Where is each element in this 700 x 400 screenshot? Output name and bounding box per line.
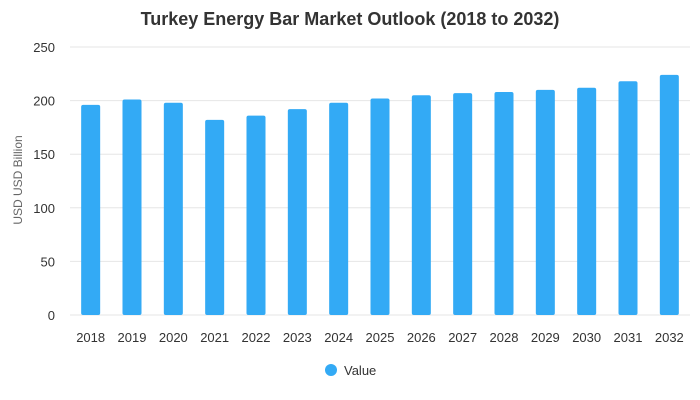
bar-2023[interactable] [287, 109, 307, 316]
y-tick-label: 200 [33, 94, 55, 109]
bar-2024[interactable] [329, 102, 349, 315]
x-tick-label: 2028 [490, 330, 519, 345]
bar-2025[interactable] [370, 98, 390, 316]
x-axis-ticks: 2018 2019 2020 2021 2022 2023 2024 2025 2026 2027… [76, 330, 684, 345]
legend-swatch-value [325, 364, 337, 376]
x-tick-label: 2032 [655, 330, 684, 345]
x-tick-label: 2031 [614, 330, 643, 345]
x-tick-label: 2027 [448, 330, 477, 345]
x-tick-label: 2026 [407, 330, 436, 345]
bar-2018[interactable] [81, 104, 101, 315]
bar-2028[interactable] [494, 92, 514, 315]
bar-2031[interactable] [618, 81, 638, 315]
x-tick-label: 2024 [324, 330, 353, 345]
x-tick-label: 2023 [283, 330, 312, 345]
y-tick-label: 250 [33, 40, 55, 55]
bar-2021[interactable] [205, 119, 225, 316]
y-tick-label: 100 [33, 201, 55, 216]
bar-2020[interactable] [163, 102, 183, 315]
y-axis-label: USD USD Billion [11, 135, 25, 224]
bar-2027[interactable] [453, 93, 473, 315]
x-tick-label: 2030 [572, 330, 601, 345]
x-tick-label: 2019 [118, 330, 147, 345]
bars [81, 74, 679, 316]
x-tick-label: 2021 [200, 330, 229, 345]
bar-2019[interactable] [122, 99, 142, 315]
x-tick-label: 2022 [242, 330, 271, 345]
x-tick-label: 2020 [159, 330, 188, 345]
y-tick-label: 50 [41, 254, 55, 269]
y-tick-label: 0 [48, 308, 55, 323]
legend: Value [325, 363, 376, 378]
bar-2030[interactable] [577, 87, 597, 316]
bar-2032[interactable] [659, 74, 679, 315]
legend-label-value: Value [344, 363, 376, 378]
y-axis-ticks: 0 50 100 150 200 250 [33, 40, 55, 323]
bar-2026[interactable] [411, 95, 431, 316]
chart-title: Turkey Energy Bar Market Outlook (2018 t… [141, 9, 560, 29]
bar-2022[interactable] [246, 115, 266, 315]
y-tick-label: 150 [33, 147, 55, 162]
x-tick-label: 2025 [366, 330, 395, 345]
bar-2029[interactable] [535, 89, 555, 315]
x-tick-label: 2018 [76, 330, 105, 345]
x-tick-label: 2029 [531, 330, 560, 345]
